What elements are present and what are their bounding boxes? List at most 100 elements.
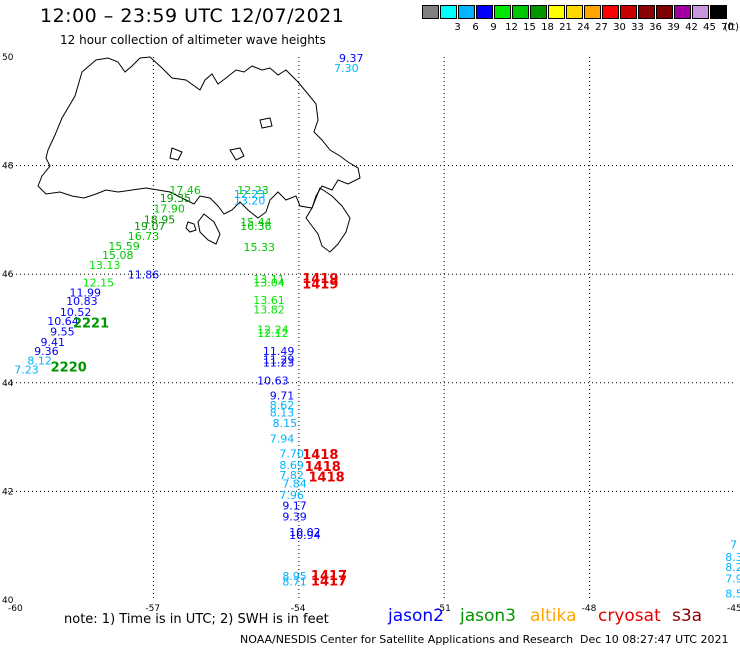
wave-height-label: 19.35 — [160, 192, 192, 205]
lon-tick-label: -45 — [727, 604, 740, 614]
satellite-name-s3a: s3a — [672, 606, 703, 626]
wave-height-label: 9.55 — [50, 326, 75, 339]
wave-height-label: 10.83 — [66, 295, 98, 308]
wave-height-label: 9.36 — [34, 345, 59, 358]
wave-height-label: 8.62 — [270, 399, 295, 412]
wave-height-label: 16.36 — [240, 220, 272, 233]
satellite-name-jason3: jason3 — [460, 606, 516, 626]
legend-label: 9 — [490, 22, 497, 33]
wave-height-label: 8.12 — [27, 354, 51, 367]
wave-height-label: 16.73 — [128, 230, 160, 243]
wave-height-label: 18.95 — [144, 214, 176, 227]
wave-height-label: 8.95 — [282, 570, 307, 583]
pass-time-label: 1418 — [308, 471, 344, 486]
burin-peninsula — [197, 213, 221, 245]
pass-time-label: 1418 — [302, 448, 338, 463]
wave-height-label: 10.52 — [60, 306, 91, 319]
page-subtitle: 12 hour collection of altimeter wave hei… — [60, 33, 326, 47]
wave-height-label: 10.63 — [257, 374, 289, 387]
lon-tick-label: -48 — [582, 604, 597, 614]
wave-height-label: 13.61 — [253, 294, 285, 307]
pass-time-label: 2221 — [73, 316, 109, 331]
wave-height-label: 12.24 — [257, 323, 289, 336]
wave-height-label: 11.49 — [263, 345, 295, 358]
satellite-name-altika: altika — [530, 606, 577, 626]
wave-height-label: 10.02 — [289, 526, 321, 539]
legend-label: 42 — [685, 22, 698, 33]
wave-height-label: 8.69 — [279, 459, 304, 472]
island — [259, 117, 273, 129]
legend-label: 36 — [649, 22, 662, 33]
island — [185, 221, 197, 233]
legend-swatch — [512, 5, 529, 19]
legend-label: 39 — [667, 22, 680, 33]
generation-timestamp: Dec 10 08:27:47 UTC 2021 — [580, 633, 729, 646]
legend-swatch — [620, 5, 637, 19]
wave-height-label: 15.44 — [240, 216, 272, 229]
wave-height-label: 7.94 — [270, 433, 295, 446]
legend-label: 21 — [559, 22, 572, 33]
wave-height-label: 11.23 — [263, 357, 295, 370]
page-title: 12:00 – 23:59 UTC 12/07/2021 — [40, 5, 345, 27]
wave-height-label: 11.99 — [70, 286, 102, 299]
wave-height-label: 17.46 — [169, 184, 201, 197]
legend-swatch — [584, 5, 601, 19]
legend-swatch — [602, 5, 619, 19]
pass-time-label: 1419 — [302, 277, 338, 292]
wave-height-label: 15.08 — [102, 249, 134, 262]
legend-swatch — [638, 5, 655, 19]
wave-height-label: 9.37 — [339, 52, 364, 65]
legend-unit: (ft) — [724, 22, 740, 33]
wave-height-label: 7.30 — [334, 62, 359, 75]
legend-swatch — [692, 5, 709, 19]
wave-height-label: 11.29 — [263, 353, 295, 366]
wave-height-label: 19.07 — [134, 220, 166, 233]
wave-height-label: 12.23 — [234, 188, 266, 201]
wave-height-label: 13.04 — [253, 277, 285, 290]
legend-swatch — [422, 5, 439, 19]
pass-time-label: 1419 — [302, 272, 338, 287]
wave-height-label: 13.13 — [89, 259, 121, 272]
legend-swatch — [440, 5, 457, 19]
legend-label: 18 — [541, 22, 554, 33]
wave-height-label: 7.23 — [14, 364, 39, 377]
lat-tick-label: 50 — [2, 53, 14, 63]
wave-height-label: 11.86 — [128, 269, 160, 282]
pass-time-label: 1417 — [311, 569, 347, 584]
wave-height-label: 7 — [730, 538, 737, 551]
legend-swatch — [656, 5, 673, 19]
lon-tick-label: -57 — [145, 604, 160, 614]
wave-height-label: 9.39 — [282, 511, 307, 524]
newfoundland-coastline — [37, 56, 361, 219]
wave-height-label: 8.13 — [270, 406, 295, 419]
wave-height-label: 8.2 — [725, 561, 740, 574]
lat-lon-grid: -60 -57 -54 -51 -48 -45 50 48 46 44 42 40 — [2, 53, 740, 614]
wave-height-label: 9.17 — [282, 499, 307, 512]
legend-label: 27 — [595, 22, 608, 33]
pass-time-label: 2220 — [51, 360, 87, 375]
wave-height-label: 8.3 — [725, 551, 740, 564]
legend-label: 45 — [703, 22, 716, 33]
wave-height-label: 7.96 — [279, 489, 304, 502]
wave-height-label: 8.15 — [273, 417, 298, 430]
wave-height-label: 9.41 — [40, 336, 65, 349]
wave-height-label: 12.15 — [83, 277, 115, 290]
legend-swatch — [530, 5, 547, 19]
legend-label: 12 — [505, 22, 518, 33]
pass-time-label: 1417 — [311, 574, 347, 589]
wave-height-label: 17.90 — [153, 202, 185, 215]
wave-height-label: 7.84 — [282, 478, 307, 491]
lat-tick-label: 44 — [2, 379, 14, 389]
wave-height-label: 10.94 — [289, 529, 321, 542]
wave-height-label: 13.20 — [234, 195, 266, 208]
satellite-name-cryosat: cryosat — [598, 606, 661, 626]
legend-label: 70 — [721, 22, 734, 33]
legend-swatch — [458, 5, 475, 19]
wave-height-label: 13.11 — [253, 273, 285, 286]
legend-swatch — [710, 5, 727, 19]
lon-tick-label: -54 — [291, 604, 306, 614]
pass-time-label: 1418 — [305, 460, 341, 475]
wave-height-label: 8.56 — [725, 587, 740, 600]
